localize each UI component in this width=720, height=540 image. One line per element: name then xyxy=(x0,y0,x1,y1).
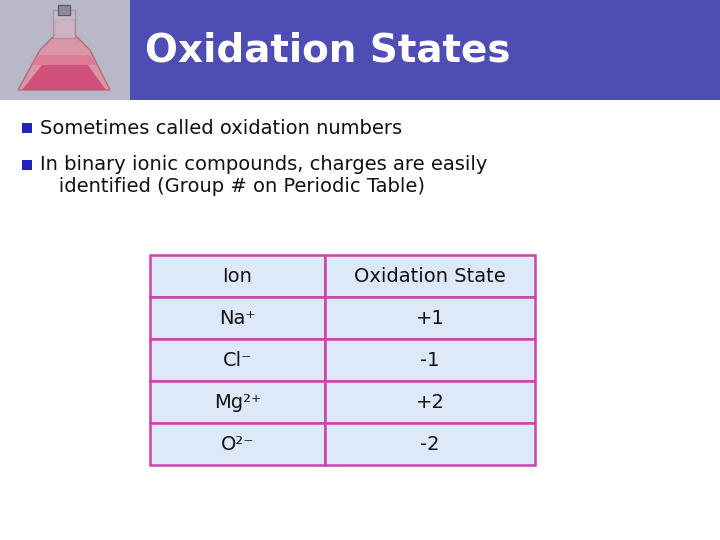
Bar xyxy=(150,423,325,465)
Text: Na⁺: Na⁺ xyxy=(219,308,256,327)
Text: Oxidation State: Oxidation State xyxy=(354,267,506,286)
Bar xyxy=(0,0,130,100)
Bar xyxy=(325,423,535,465)
Text: +1: +1 xyxy=(415,308,444,327)
Text: +2: +2 xyxy=(415,393,444,411)
Bar xyxy=(325,297,535,339)
Bar xyxy=(0,0,720,100)
Text: Oxidation States: Oxidation States xyxy=(145,31,510,69)
Polygon shape xyxy=(18,20,110,90)
Bar xyxy=(325,339,535,381)
Bar xyxy=(22,123,32,133)
Bar xyxy=(150,297,325,339)
Bar xyxy=(150,255,325,297)
Polygon shape xyxy=(30,55,98,65)
Text: In binary ionic compounds, charges are easily: In binary ionic compounds, charges are e… xyxy=(40,156,487,174)
Bar xyxy=(150,381,325,423)
Polygon shape xyxy=(22,65,106,90)
Text: Mg²⁺: Mg²⁺ xyxy=(214,393,261,411)
Text: Ion: Ion xyxy=(222,267,253,286)
Bar xyxy=(58,5,70,15)
Bar xyxy=(325,381,535,423)
Text: Cl⁻: Cl⁻ xyxy=(222,350,252,369)
Bar xyxy=(53,10,75,38)
Bar xyxy=(325,255,535,297)
Text: O²⁻: O²⁻ xyxy=(221,435,254,454)
Text: -2: -2 xyxy=(420,435,440,454)
Bar xyxy=(22,160,32,170)
Text: -1: -1 xyxy=(420,350,440,369)
Bar xyxy=(150,339,325,381)
Text: Sometimes called oxidation numbers: Sometimes called oxidation numbers xyxy=(40,118,402,138)
Text: identified (Group # on Periodic Table): identified (Group # on Periodic Table) xyxy=(40,178,425,197)
